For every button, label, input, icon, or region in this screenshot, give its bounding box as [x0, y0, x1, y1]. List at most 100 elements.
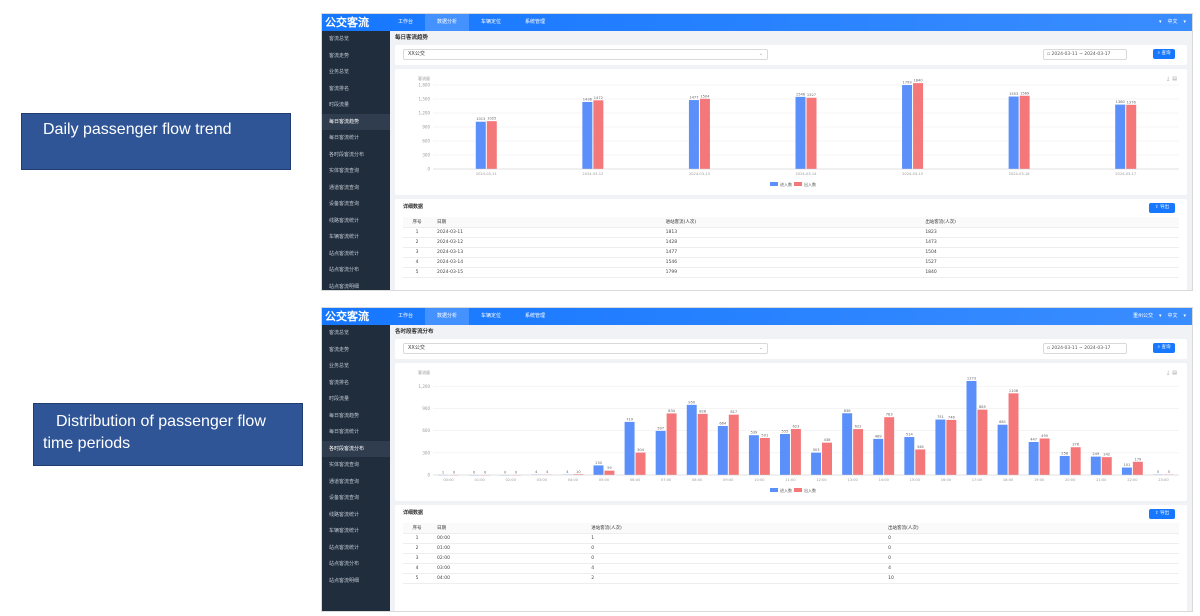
chevron-down-icon[interactable]: ▾: [1158, 313, 1162, 319]
cell-date: 02:00: [431, 553, 586, 564]
date-range-picker[interactable]: ▫ 2024-03-11 ~ 2024-03-17: [1043, 49, 1127, 60]
data-label: 0: [484, 471, 487, 475]
query-button[interactable]: ⌕ 查询: [1153, 343, 1175, 353]
sidebar-item[interactable]: 客流排名: [329, 379, 350, 386]
bar: [780, 434, 790, 475]
sidebar-item[interactable]: 站点客流统计: [329, 544, 360, 551]
col-date[interactable]: 日期: [431, 217, 660, 228]
sidebar-item[interactable]: 每日客流统计: [329, 429, 360, 435]
nav-vehicle-location[interactable]: 车辆定位: [481, 313, 502, 319]
sidebar-item[interactable]: 业务总览: [329, 69, 350, 75]
nav-vehicle-location[interactable]: 车辆定位: [481, 19, 502, 25]
sidebar-item[interactable]: 站点客流分布: [329, 267, 360, 273]
x-tick-label: 14:00: [879, 478, 890, 482]
user-menu[interactable]: ▾: [1158, 19, 1162, 25]
callout-time-distribution-line1: Distribution of passenger flow: [56, 413, 266, 430]
table-header-row: 序号 日期 进站客流(人次) 出站客流(人次): [403, 217, 1179, 228]
bar: [946, 419, 957, 475]
bar: [1019, 95, 1030, 169]
table-row[interactable]: 3 02:00 0 0: [403, 553, 1179, 564]
sidebar-item[interactable]: 每日客流趋势: [329, 412, 360, 419]
col-out[interactable]: 出站客流(人次): [919, 217, 1179, 228]
y-tick-label: 1,200: [419, 384, 431, 389]
bar: [686, 404, 697, 475]
data-label: 0: [473, 471, 476, 475]
col-date[interactable]: 日期: [431, 523, 586, 534]
table-row[interactable]: 1 00:00 1 0: [403, 533, 1179, 544]
sidebar-item[interactable]: 业务总览: [329, 363, 350, 369]
nav-data-analysis[interactable]: 数据分析: [425, 308, 470, 325]
bar: [666, 413, 677, 475]
sidebar-item[interactable]: 每日客流趋势: [322, 113, 390, 130]
table-row[interactable]: 4 2024-03-14 1546 1527: [403, 257, 1179, 268]
sidebar-item[interactable]: 设备客流查询: [329, 495, 360, 501]
nav-workbench[interactable]: 工作台: [398, 313, 414, 319]
nav-data-analysis[interactable]: 数据分析: [425, 14, 470, 31]
sidebar-item[interactable]: 线路客流统计: [329, 511, 360, 518]
download-icon[interactable]: ⤓: [1167, 370, 1170, 376]
sidebar-item[interactable]: 站点客流分布: [329, 561, 360, 567]
legend-label-out: 出入数: [804, 181, 816, 187]
table-row[interactable]: 2 01:00 0 0: [403, 543, 1179, 554]
chevron-down-icon[interactable]: ▾: [1183, 19, 1186, 25]
x-tick-label: 03:00: [537, 478, 548, 482]
sidebar-item[interactable]: 时段流量: [329, 396, 350, 402]
nav-workbench[interactable]: 工作台: [398, 19, 414, 25]
x-tick-label: 02:00: [506, 478, 517, 482]
language-switch[interactable]: 中文: [1167, 19, 1178, 25]
col-out[interactable]: 出站客流(人次): [882, 523, 1179, 534]
sidebar-item[interactable]: 各时段客流分布: [329, 151, 365, 158]
query-button[interactable]: ⌕ 查询: [1153, 49, 1175, 59]
sidebar-item[interactable]: 客流走势: [329, 346, 350, 353]
bar: [1090, 456, 1101, 475]
save-image-icon[interactable]: ▤: [1172, 76, 1177, 82]
sidebar-item[interactable]: 客流总览: [329, 330, 350, 336]
sidebar-item[interactable]: 设备客流查询: [329, 201, 360, 207]
company-select[interactable]: XX公交 ⌄: [403, 343, 768, 354]
cell-out: 1527: [919, 257, 1179, 268]
table-row[interactable]: 1 2024-03-11 1813 1823: [403, 227, 1179, 238]
sidebar-item[interactable]: 线路客流统计: [329, 217, 360, 224]
y-tick-label: 600: [422, 428, 430, 433]
sidebar-item[interactable]: 通道客流查询: [329, 478, 360, 485]
cell-out: 1823: [919, 227, 1179, 238]
sidebar-item[interactable]: 站点客流明细: [329, 283, 360, 290]
org-name[interactable]: 重州公交: [1132, 313, 1153, 319]
sidebar-item[interactable]: 客流总览: [329, 36, 350, 42]
company-select[interactable]: XX公交 ⌄: [403, 49, 768, 60]
nav-system-admin[interactable]: 系统管理: [525, 313, 546, 319]
date-range-picker[interactable]: ▫ 2024-03-11 ~ 2024-03-17: [1043, 343, 1127, 354]
sidebar-item[interactable]: 各时段客流分布: [322, 440, 390, 457]
sidebar-item[interactable]: 实体客流查询: [329, 168, 360, 174]
sidebar-item[interactable]: 车辆客流统计: [329, 528, 360, 534]
table-row[interactable]: 4 03:00 4 4: [403, 563, 1179, 574]
col-in[interactable]: 进站客流(人次): [585, 523, 883, 534]
sidebar-item[interactable]: 通道客流查询: [329, 184, 360, 191]
sidebar-item[interactable]: 时段流量: [329, 102, 350, 108]
sidebar-item[interactable]: 客流排名: [329, 85, 350, 92]
nav-system-admin[interactable]: 系统管理: [525, 19, 546, 25]
col-in[interactable]: 进站客流(人次): [659, 217, 920, 228]
sidebar-item[interactable]: 车辆客流统计: [329, 234, 360, 240]
table-row[interactable]: 5 2024-03-15 1799 1840: [403, 267, 1179, 278]
sidebar-item[interactable]: 实体客流查询: [329, 462, 360, 468]
export-button[interactable]: ⇪ 导出: [1149, 509, 1175, 519]
table-row[interactable]: 3 2024-03-13 1477 1504: [403, 247, 1179, 258]
data-label: 622: [855, 425, 862, 429]
sidebar-item[interactable]: 每日客流统计: [329, 135, 360, 141]
screenshot-time-distribution: 公交客流 工作台 数据分析 车辆定位 系统管理 重州公交 ▾ 中文 ▾ 客流总览…: [321, 307, 1193, 612]
language-switch[interactable]: 中文: [1167, 313, 1178, 319]
save-image-icon[interactable]: ▤: [1172, 370, 1177, 376]
x-tick-label: 23:00: [1158, 478, 1169, 482]
download-icon[interactable]: ⤓: [1167, 76, 1170, 82]
sidebar-item[interactable]: 客流走势: [329, 52, 350, 59]
table-row[interactable]: 2 2024-03-12 1428 1473: [403, 237, 1179, 248]
sidebar-item[interactable]: 站点客流明细: [329, 577, 360, 584]
export-button[interactable]: ⇪ 导出: [1149, 203, 1175, 213]
x-tick-label: 2024-03-16: [1009, 172, 1031, 176]
chevron-down-icon[interactable]: ▾: [1183, 313, 1186, 319]
sidebar-item[interactable]: 站点客流统计: [329, 250, 360, 257]
table-row[interactable]: 5 04:00 2 10: [403, 573, 1179, 584]
cell-date: 04:00: [431, 573, 586, 584]
